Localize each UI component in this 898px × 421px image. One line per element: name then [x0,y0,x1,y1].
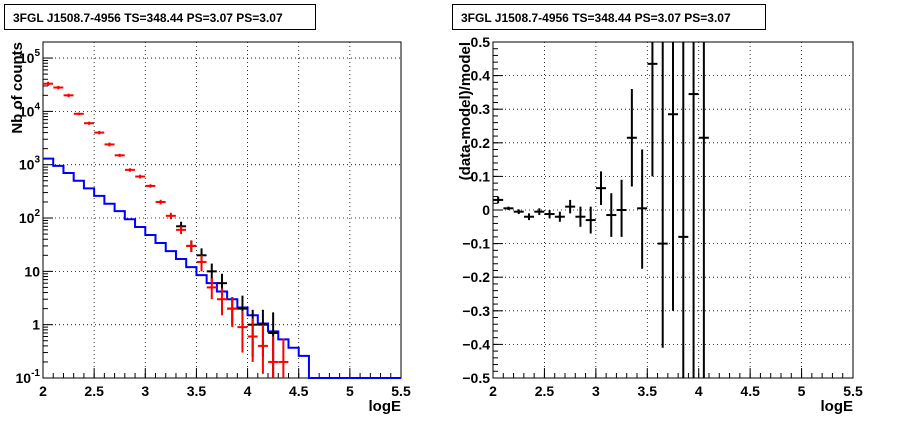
right-chart-title: 3FGL J1508.7-4956 TS=348.44 PS=3.07 PS=3… [452,4,766,30]
residual-errorbar-point [524,213,534,221]
left-x-tick-label: 4 [244,383,252,399]
residual-errorbar-point [503,206,514,210]
model-errorbar-point [165,212,176,220]
right-x-tick-label: 3 [592,383,600,399]
residual-errorbar-point [575,206,586,227]
model-errorbar-point [247,318,258,362]
left-grid [43,42,401,378]
left-x-tick-label: 4.5 [289,383,309,399]
left-x-tick-label: 2.5 [84,383,104,399]
residual-errorbar-point [513,209,524,215]
right-y-tick-label: 0.4 [471,68,491,84]
right-y-tick-label: −0.4 [462,336,490,352]
right-y-tick-label: 0.3 [471,101,491,117]
model-errorbar-point [124,168,135,172]
right-y-tick-label: −0.3 [462,303,490,319]
left-y-tick-label: 102 [19,208,41,226]
residuals-chart: 2 2.5 3 3.5 4 4.5 5 5.5 −0.5 −0.4 −0.3 −0.2 −0.1 0 0.1… [457,34,863,415]
right-y-tick-label: −0.1 [462,236,490,252]
left-y-tick-label: 1 [32,317,40,333]
left-plot-frame [42,41,402,379]
residual-errorbar-point [565,199,576,214]
residual-errorbar-point [606,193,617,237]
model-step-line [43,157,401,379]
left-x-tick-label: 3.5 [187,383,207,399]
residual-errorbar-point [647,42,658,177]
model-errorbar-point [206,278,217,300]
right-x-tick-label: 5.5 [843,383,863,399]
model-errorbar-point [237,311,248,353]
left-y-tick-label: 10 [24,263,40,279]
model-errorbar-point [114,153,125,157]
model-errorbar-point [217,288,227,316]
left-x-tick-label: 3 [141,383,149,399]
right-y-tick-label: 0.1 [471,168,491,184]
model-errorbar-point [63,93,74,98]
right-x-tick-label: 4.5 [740,383,760,399]
right-x-tick-label: 5 [798,383,806,399]
model-errorbar-point [73,112,84,116]
residual-errorbar-point [493,196,504,204]
right-y-tick-label: −0.5 [462,370,490,386]
residual-errorbar-point [657,42,668,348]
left-y-tick-label: 103 [19,155,41,173]
model-errorbar-point [135,174,146,179]
residual-errorbar-point [616,179,627,237]
right-y-axis-label: (data-model)/model [457,42,474,180]
right-y-tick-label: −0.2 [462,269,490,285]
right-x-tick-label: 3.5 [638,383,658,399]
model-errorbar-point [84,121,95,125]
model-errorbar-point [257,324,268,374]
residual-errorbar-point [544,210,555,219]
left-y-tick-label: 10-1 [16,368,41,386]
model-errorbar-point [278,338,289,378]
model-errorbar-point [227,297,238,328]
model-errorbar-point [186,240,197,253]
right-y-tick-label: 0.5 [471,34,491,50]
residual-errorbar-point [585,206,596,234]
right-y-tick-label: 0 [482,202,490,218]
left-x-tick-label: 5.5 [391,383,411,399]
left-x-axis-label: logE [369,398,402,415]
model-errorbar-point [268,336,279,378]
left-y-axis-label: Nb of counts [9,42,26,134]
residual-errorbar-point [698,42,709,378]
left-y-tick-label: 105 [19,48,41,66]
residual-errorbar-point [534,208,545,216]
right-x-tick-label: 4 [695,383,703,399]
right-x-axis-label: logE [821,398,854,415]
right-x-tick-label: 2 [489,383,497,399]
residual-errorbar-point [678,42,689,378]
residual-errorbar-point [668,42,678,311]
residual-errorbar-point [688,42,699,378]
model-errorbar-point [196,255,207,272]
residual-errorbar-point [554,211,565,222]
model-errorbar-point [145,184,156,188]
model-errorbar-point [43,81,54,86]
model-errorbar-point [94,130,105,135]
model-errorbar-point [104,142,115,147]
left-x-tick-label: 2 [39,383,47,399]
left-chart-title: 3FGL J1508.7-4956 TS=348.44 PS=3.07 PS=3… [4,4,316,30]
right-x-tick-label: 2.5 [535,383,555,399]
model-errorbar-point [53,85,64,90]
counts-chart: 2 2.5 3 3.5 4 4.5 5 5.5 10-1 1 10 102 103 104 105 logE N… [9,41,411,415]
left-x-tick-label: 5 [346,383,354,399]
left-y-tick-label: 104 [19,101,41,119]
residual-errorbar-point [596,171,606,205]
model-errorbar-point [176,226,187,235]
model-errorbar-point [155,199,166,205]
residual-errorbar-point [626,89,637,187]
right-y-tick-label: 0.2 [471,135,491,151]
residual-errorbar-point [637,149,648,269]
